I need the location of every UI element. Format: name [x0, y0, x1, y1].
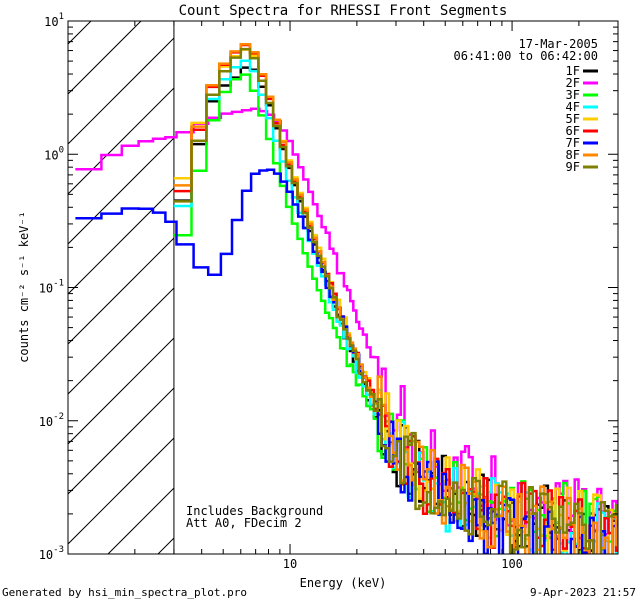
info-date: 17-Mar-2005: [519, 37, 598, 51]
x-tick-label-10: 10: [283, 557, 297, 571]
y-tick-base: 10: [44, 15, 58, 29]
legend-label-6F: 6F: [566, 124, 580, 138]
legend-label-3F: 3F: [566, 88, 580, 102]
legend-label-2F: 2F: [566, 76, 580, 90]
series-line-9F: [173, 47, 618, 554]
legend-label-5F: 5F: [566, 112, 580, 126]
y-tick-label: 100: [44, 145, 64, 162]
legend-label-9F: 9F: [566, 160, 580, 174]
legend-label-4F: 4F: [566, 100, 580, 114]
chart-title: Count Spectra for RHESSI Front Segments: [179, 3, 508, 19]
x-tick-label-100: 100: [501, 557, 523, 571]
legend-label-1F: 1F: [566, 64, 580, 78]
y-tick-base: 10: [39, 415, 53, 429]
x-tick-labels: 10 100: [283, 557, 523, 571]
info-time-range: 06:41:00 to 06:42:00: [454, 49, 599, 63]
y-tick-base: 10: [44, 148, 58, 162]
y-tick-exp: -2: [53, 412, 64, 422]
legend-label-7F: 7F: [566, 136, 580, 150]
x-axis-label: Energy (keV): [300, 576, 387, 590]
y-tick-exp: 0: [59, 145, 64, 155]
hatch-line-3: [68, 21, 192, 145]
y-tick-label: 101: [44, 12, 64, 29]
y-tick-base: 10: [39, 548, 53, 562]
y-tick-exp: -3: [53, 545, 64, 555]
legend-label-8F: 8F: [566, 148, 580, 162]
series-layer: [75, 42, 618, 554]
annotation-attenuator: Att A0, FDecim 2: [186, 516, 302, 530]
y-tick-label: 10-2: [39, 412, 64, 429]
footer-generated-by: Generated by hsi_min_spectra_plot.pro: [2, 586, 247, 599]
y-tick-base: 10: [39, 282, 53, 296]
series-line-8F: [173, 42, 618, 554]
y-tick-label: 10-1: [39, 279, 64, 296]
footer-timestamp: 9-Apr-2023 21:57: [530, 586, 636, 599]
axis-ticks: [67, 21, 619, 555]
hatched-region: [68, 21, 618, 554]
y-axis-label: counts cm⁻² s⁻¹ keV⁻¹: [17, 211, 31, 363]
y-tick-exp: 1: [59, 12, 64, 22]
y-tick-exp: -1: [53, 279, 64, 289]
hatch-line-4: [68, 21, 242, 195]
y-tick-label: 10-3: [39, 545, 64, 562]
annotation-background: Includes Background: [186, 504, 323, 518]
